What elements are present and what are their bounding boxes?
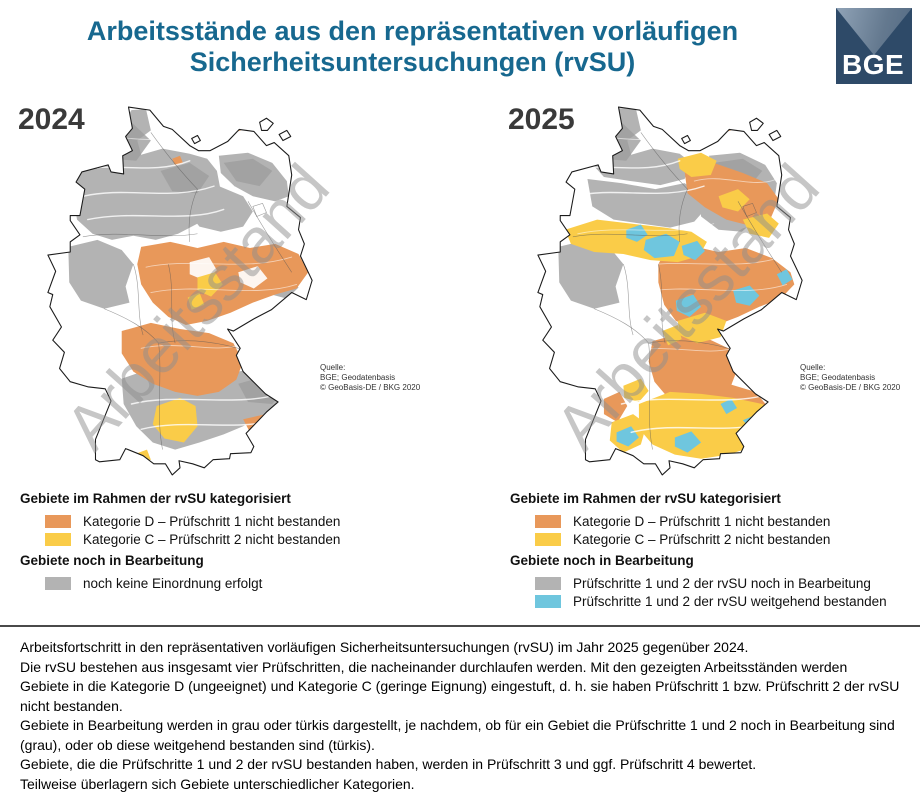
islands <box>192 118 291 143</box>
legend-label: noch keine Einordnung erfolgt <box>83 576 262 591</box>
islands <box>682 118 781 143</box>
legend-item-weitgehend-bestanden: Prüfschritte 1 und 2 der rvSU weitgehend… <box>510 592 887 610</box>
legend-item-in-bearbeitung: Prüfschritte 1 und 2 der rvSU noch in Be… <box>510 574 887 592</box>
legend-label: Prüfschritte 1 und 2 der rvSU noch in Be… <box>573 576 871 591</box>
legend-swatch-kategorie-c <box>535 533 561 546</box>
source-credit-2025: Quelle: BGE; Geodatenbasis © GeoBasis-DE… <box>800 363 900 393</box>
map-panel-2024: 2024 <box>0 95 460 625</box>
legend-group-title-categorized: Gebiete im Rahmen der rvSU kategorisiert <box>20 491 340 506</box>
legend-2024: Gebiete im Rahmen der rvSU kategorisiert… <box>20 491 340 592</box>
legend-item-kategorie-c: Kategorie C – Prüfschritt 2 nicht bestan… <box>510 530 887 548</box>
legend-label: Kategorie D – Prüfschritt 1 nicht bestan… <box>83 514 340 529</box>
legend-swatch-kategorie-d <box>535 515 561 528</box>
footer-paragraph: Gebiete in Bearbeitung werden in grau od… <box>20 716 900 755</box>
germany-map-2025 <box>534 100 806 480</box>
page-title: Arbeitsstände aus den repräsentativen vo… <box>0 16 825 78</box>
footer-paragraph: Arbeitsfortschritt in den repräsentative… <box>20 638 900 658</box>
legend-label: Kategorie C – Prüfschritt 2 nicht bestan… <box>573 532 830 547</box>
legend-item-kategorie-d: Kategorie D – Prüfschritt 1 nicht bestan… <box>510 512 887 530</box>
footer-text: Arbeitsfortschritt in den repräsentative… <box>0 627 920 794</box>
maps-row: 2024 <box>0 95 920 625</box>
title-line-1: Arbeitsstände aus den repräsentativen vo… <box>0 16 825 47</box>
source-line-2: BGE; Geodatenbasis <box>320 373 420 383</box>
legend-group-title-categorized: Gebiete im Rahmen der rvSU kategorisiert <box>510 491 887 506</box>
header: Arbeitsstände aus den repräsentativen vo… <box>0 0 920 95</box>
legend-swatch-kategorie-c <box>45 533 71 546</box>
source-line-2: BGE; Geodatenbasis <box>800 373 900 383</box>
legend-2025: Gebiete im Rahmen der rvSU kategorisiert… <box>510 491 887 610</box>
footer-paragraph: Die rvSU bestehen aus insgesamt vier Prü… <box>20 658 900 717</box>
footer-paragraph: Teilweise überlagern sich Gebiete unters… <box>20 775 900 794</box>
legend-swatch-kategorie-d <box>45 515 71 528</box>
source-line-3: © GeoBasis-DE / BKG 2020 <box>800 383 900 393</box>
source-line-1: Quelle: <box>320 363 420 373</box>
legend-item-kategorie-c: Kategorie C – Prüfschritt 2 nicht bestan… <box>20 530 340 548</box>
legend-swatch-turquoise <box>535 595 561 608</box>
legend-item-kategorie-d: Kategorie D – Prüfschritt 1 nicht bestan… <box>20 512 340 530</box>
year-label-2025: 2025 <box>508 103 575 137</box>
title-line-2: Sicherheitsuntersuchungen (rvSU) <box>0 47 825 78</box>
legend-label: Kategorie C – Prüfschritt 2 nicht bestan… <box>83 532 340 547</box>
legend-item-no-classification: noch keine Einordnung erfolgt <box>20 574 340 592</box>
legend-group-title-in-progress: Gebiete noch in Bearbeitung <box>20 553 340 568</box>
source-credit-2024: Quelle: BGE; Geodatenbasis © GeoBasis-DE… <box>320 363 420 393</box>
source-line-3: © GeoBasis-DE / BKG 2020 <box>320 383 420 393</box>
germany-map-2024 <box>44 100 316 480</box>
legend-label: Prüfschritte 1 und 2 der rvSU weitgehend… <box>573 594 887 609</box>
legend-swatch-gray <box>535 577 561 590</box>
legend-label: Kategorie D – Prüfschritt 1 nicht bestan… <box>573 514 830 529</box>
bge-logo: BGE <box>836 8 912 84</box>
source-line-1: Quelle: <box>800 363 900 373</box>
legend-swatch-gray <box>45 577 71 590</box>
year-label-2024: 2024 <box>18 103 85 137</box>
bge-logo-text: BGE <box>842 49 904 81</box>
footer-paragraph: Gebiete, die die Prüfschritte 1 und 2 de… <box>20 755 900 775</box>
map-panel-2025: 2025 <box>460 95 920 625</box>
legend-group-title-in-progress: Gebiete noch in Bearbeitung <box>510 553 887 568</box>
